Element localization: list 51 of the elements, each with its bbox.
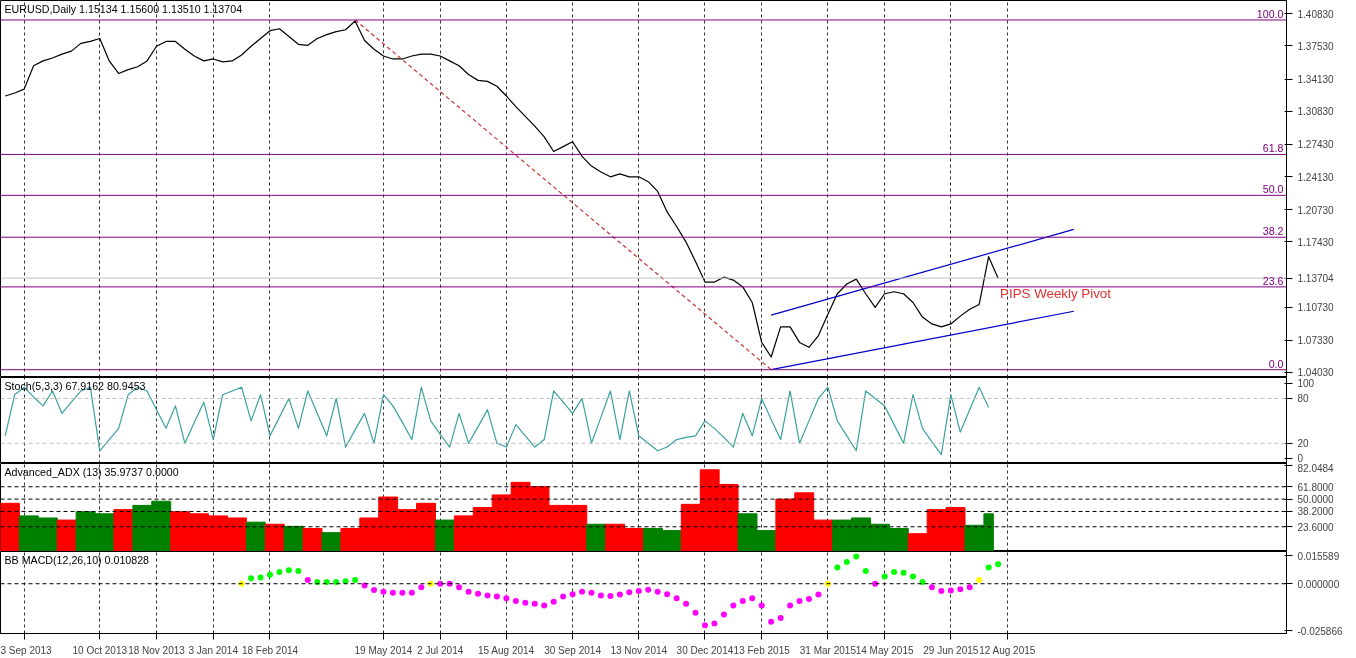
y-tick-label: 0.015589 [1297, 550, 1340, 562]
y-tick-label: 100 [1297, 378, 1315, 390]
y-tick-label: 1.07330 [1297, 335, 1335, 347]
y-tick-label: 1.30830 [1297, 106, 1335, 118]
y-tick-label: 1.40830 [1297, 8, 1335, 20]
y-tick-label: 1.17430 [1297, 236, 1335, 248]
x-tick-label: 30 Sep 2014 [544, 644, 602, 656]
y-tick-label: 1.20730 [1297, 204, 1335, 216]
y-tick-label: 1.10730 [1297, 302, 1335, 314]
x-tick-label: 18 Feb 2014 [241, 644, 299, 656]
y-tick-label: 38.2000 [1297, 506, 1335, 518]
y-tick-label: 20 [1297, 438, 1310, 450]
annotation: 23.6 [1262, 274, 1284, 287]
x-tick-label: 31 Mar 2015 [799, 644, 857, 656]
y-tick-label: 1.27430 [1297, 139, 1335, 151]
y-tick-label: 82.0484 [1297, 462, 1335, 474]
annotation: PIPS Weekly Pivot [1000, 286, 1112, 302]
y-tick-label: 50.0000 [1297, 494, 1335, 506]
chart-title: EURUSD,Daily 1.15134 1.15600 1.13510 1.13704 [4, 2, 243, 15]
chart-title: Advanced_ADX (13) 35.9737 0.0000 [4, 465, 179, 478]
annotation: 50.0 [1262, 183, 1284, 196]
y-tick-label: 80 [1297, 393, 1310, 405]
x-tick-label: 3 Sep 2013 [0, 644, 53, 656]
y-tick-label: 23.6000 [1297, 521, 1335, 533]
y-tick-label: 1.37530 [1297, 40, 1335, 52]
y-tick-label: 1.13704 [1297, 273, 1335, 285]
x-tick-label: 13 Feb 2015 [733, 644, 791, 656]
y-tick-label: 1.34130 [1297, 74, 1335, 86]
y-tick-label: 0.000000 [1297, 578, 1340, 590]
x-tick-label: 12 Aug 2015 [979, 644, 1036, 656]
y-tick-label: 0 [1297, 453, 1304, 465]
annotation: 100.0 [1256, 7, 1284, 20]
chart-title: BB MACD(12,26,10) 0.010828 [4, 553, 150, 566]
x-tick-label: 13 Nov 2014 [610, 644, 668, 656]
y-tick-label: 61.8000 [1297, 481, 1335, 493]
annotation: 0.0 [1268, 357, 1284, 370]
x-tick-label: 30 Dec 2014 [676, 644, 734, 656]
x-tick-label: 18 Nov 2013 [128, 644, 186, 656]
x-tick-label: 15 Aug 2014 [478, 644, 535, 656]
y-tick-label: 1.04030 [1297, 367, 1335, 379]
x-tick-label: 19 May 2014 [354, 644, 413, 656]
annotation: 38.2 [1262, 225, 1284, 238]
y-tick-label: -0.025866 [1297, 625, 1343, 637]
x-tick-label: 29 Jun 2015 [923, 644, 979, 656]
x-tick-label: 10 Oct 2013 [72, 644, 128, 656]
annotation: 61.8 [1262, 142, 1284, 155]
y-tick-label: 1.24130 [1297, 171, 1335, 183]
chart-title: Stoch(5,3,3) 67.9162 80.9453 [4, 379, 146, 392]
x-tick-label: 2 Jul 2014 [417, 644, 464, 656]
x-tick-label: 3 Jan 2014 [188, 644, 239, 656]
x-tick-label: 14 May 2015 [855, 644, 914, 656]
